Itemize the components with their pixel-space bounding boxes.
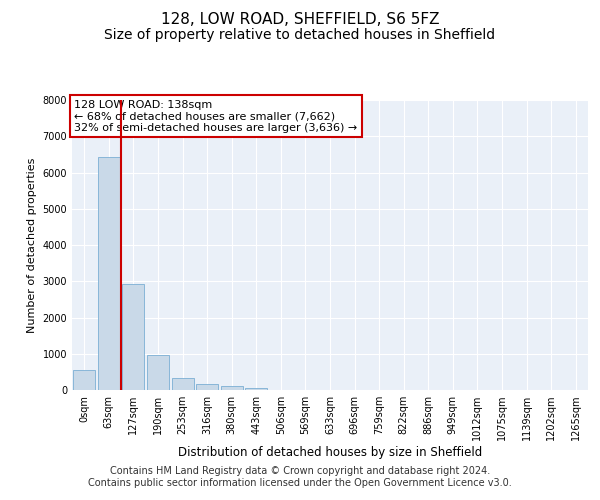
Bar — [172, 378, 194, 390]
Bar — [147, 355, 169, 390]
Text: Size of property relative to detached houses in Sheffield: Size of property relative to detached ho… — [104, 28, 496, 42]
Text: 128 LOW ROAD: 138sqm
← 68% of detached houses are smaller (7,662)
32% of semi-de: 128 LOW ROAD: 138sqm ← 68% of detached h… — [74, 100, 358, 133]
Bar — [122, 284, 145, 390]
Bar — [196, 384, 218, 390]
X-axis label: Distribution of detached houses by size in Sheffield: Distribution of detached houses by size … — [178, 446, 482, 459]
Text: Contains HM Land Registry data © Crown copyright and database right 2024.
Contai: Contains HM Land Registry data © Crown c… — [88, 466, 512, 487]
Bar — [245, 388, 268, 390]
Text: 128, LOW ROAD, SHEFFIELD, S6 5FZ: 128, LOW ROAD, SHEFFIELD, S6 5FZ — [161, 12, 439, 28]
Bar — [221, 386, 243, 390]
Bar — [98, 158, 120, 390]
Y-axis label: Number of detached properties: Number of detached properties — [27, 158, 37, 332]
Bar — [73, 370, 95, 390]
